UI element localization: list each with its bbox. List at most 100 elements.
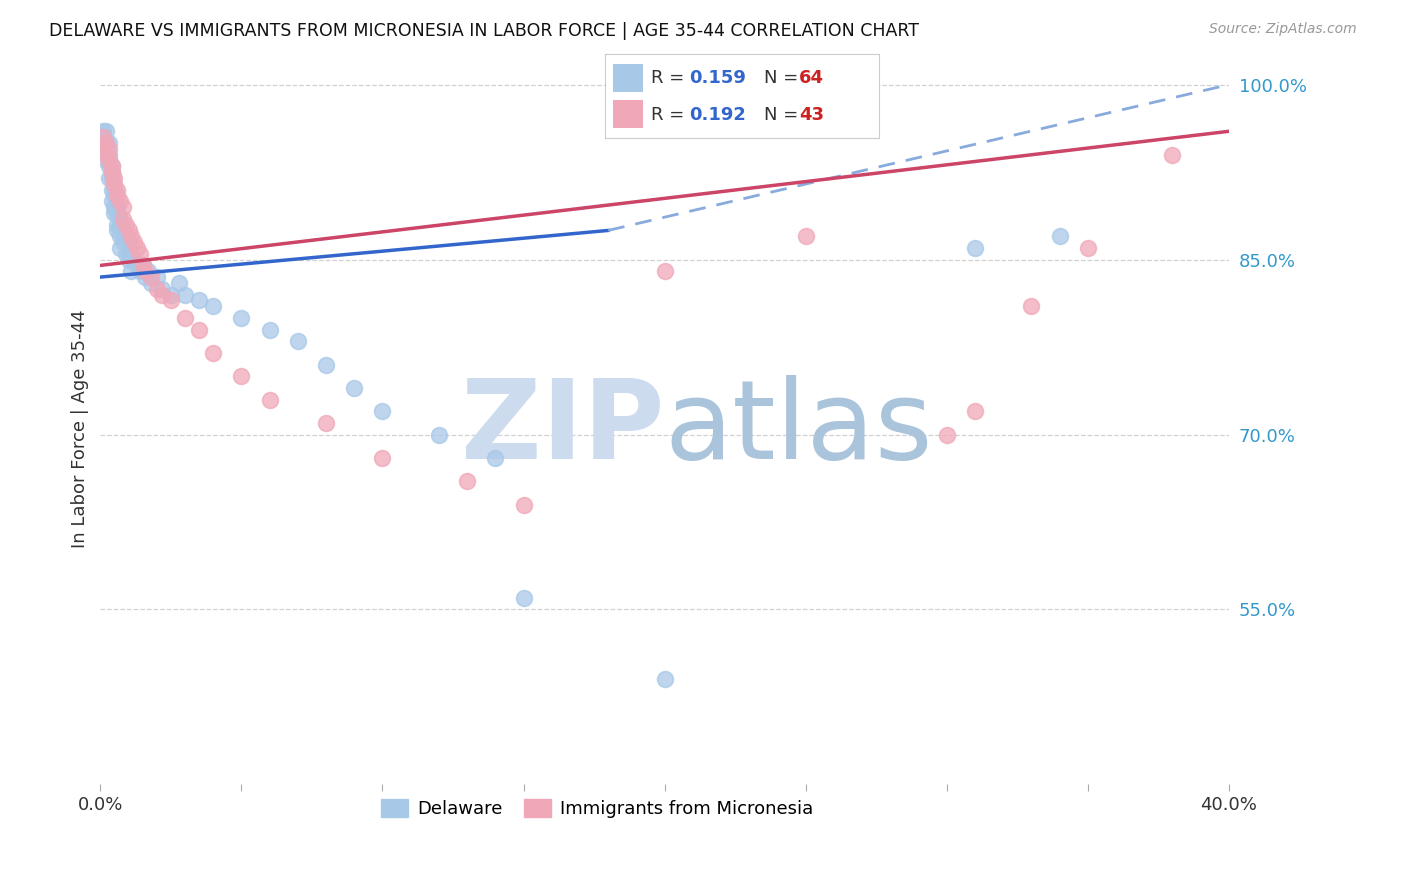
Point — [108, 229, 131, 244]
Text: N =: N = — [763, 69, 804, 87]
Point — [97, 159, 120, 173]
Text: R =: R = — [651, 105, 690, 123]
Point — [160, 287, 183, 301]
Point — [174, 287, 197, 301]
Point — [315, 358, 337, 372]
Text: Source: ZipAtlas.com: Source: ZipAtlas.com — [1209, 22, 1357, 37]
Point — [117, 241, 139, 255]
Point — [111, 200, 134, 214]
Point — [188, 293, 211, 308]
Point — [103, 183, 125, 197]
Point — [105, 183, 128, 197]
Point — [427, 427, 450, 442]
Point — [94, 147, 117, 161]
Point — [100, 170, 122, 185]
Point — [114, 218, 136, 232]
Point — [202, 346, 225, 360]
Text: 64: 64 — [799, 69, 824, 87]
Point — [125, 259, 148, 273]
Point — [103, 206, 125, 220]
Point — [120, 229, 142, 244]
Point — [152, 282, 174, 296]
Point — [1021, 299, 1043, 313]
Point — [100, 159, 122, 173]
Bar — [613, 100, 643, 128]
Point — [103, 188, 125, 202]
Point — [134, 270, 156, 285]
Point — [103, 177, 125, 191]
Point — [371, 450, 394, 465]
Point — [122, 235, 145, 249]
Point — [963, 241, 986, 255]
Text: R =: R = — [651, 69, 690, 87]
Point — [1077, 241, 1099, 255]
Point — [111, 235, 134, 249]
Point — [114, 246, 136, 260]
Point — [100, 183, 122, 197]
Point — [134, 264, 156, 278]
Point — [128, 264, 150, 278]
Text: ZIP: ZIP — [461, 376, 665, 483]
Point — [100, 194, 122, 209]
Point — [188, 322, 211, 336]
Point — [117, 252, 139, 267]
Point — [169, 276, 191, 290]
Point — [114, 229, 136, 244]
Point — [100, 165, 122, 179]
Point — [1161, 147, 1184, 161]
Point — [139, 270, 162, 285]
Point — [120, 264, 142, 278]
Point — [97, 153, 120, 168]
Point — [174, 310, 197, 325]
Text: atlas: atlas — [665, 376, 934, 483]
Text: 43: 43 — [799, 105, 824, 123]
Point — [315, 416, 337, 430]
Point — [131, 259, 153, 273]
Point — [259, 392, 281, 407]
Point — [108, 241, 131, 255]
Point — [343, 381, 366, 395]
Point — [231, 369, 253, 384]
Text: 0.192: 0.192 — [689, 105, 747, 123]
Point — [97, 136, 120, 150]
Point — [108, 211, 131, 226]
Point — [259, 322, 281, 336]
Point — [117, 223, 139, 237]
Point — [111, 223, 134, 237]
Point — [108, 218, 131, 232]
Point — [97, 147, 120, 161]
Point — [91, 130, 114, 145]
Point — [287, 334, 309, 349]
Point — [91, 136, 114, 150]
Point — [97, 170, 120, 185]
Point — [146, 282, 169, 296]
Text: DELAWARE VS IMMIGRANTS FROM MICRONESIA IN LABOR FORCE | AGE 35-44 CORRELATION CH: DELAWARE VS IMMIGRANTS FROM MICRONESIA I… — [49, 22, 920, 40]
Legend: Delaware, Immigrants from Micronesia: Delaware, Immigrants from Micronesia — [374, 791, 820, 825]
Point — [94, 136, 117, 150]
Point — [94, 136, 117, 150]
Point — [91, 124, 114, 138]
Point — [94, 124, 117, 138]
Point — [105, 200, 128, 214]
Point — [122, 252, 145, 267]
Point — [160, 293, 183, 308]
Point — [963, 404, 986, 418]
Point — [935, 427, 957, 442]
Point — [91, 142, 114, 156]
Point — [105, 188, 128, 202]
Point — [139, 276, 162, 290]
Point — [125, 241, 148, 255]
Point — [117, 235, 139, 249]
Point — [120, 246, 142, 260]
Point — [91, 130, 114, 145]
Point — [136, 264, 159, 278]
Point — [100, 159, 122, 173]
Point — [231, 310, 253, 325]
Point — [202, 299, 225, 313]
Y-axis label: In Labor Force | Age 35-44: In Labor Force | Age 35-44 — [72, 310, 89, 548]
Point — [103, 200, 125, 214]
Point — [456, 474, 478, 488]
Point — [654, 673, 676, 687]
Point — [103, 170, 125, 185]
Point — [152, 287, 174, 301]
